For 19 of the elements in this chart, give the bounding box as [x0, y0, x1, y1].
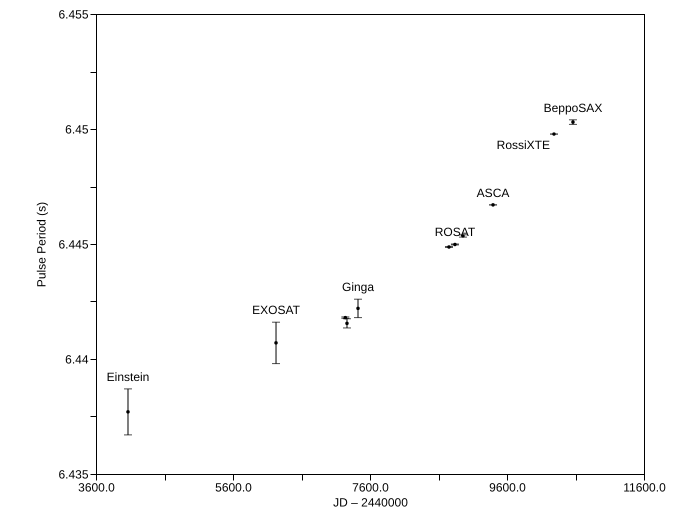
annotation: EXOSAT — [252, 303, 301, 318]
y-tick-label: 6.435 — [58, 468, 89, 482]
y-axis-title: Pulse Period (s) — [34, 202, 48, 288]
annotation: Ginga — [342, 280, 374, 294]
x-tick-label: 7600.0 — [352, 480, 390, 494]
x-tick-label: 11600.0 — [623, 480, 666, 494]
y-tick-label: 6.455 — [58, 8, 89, 22]
y-tick-label: 6.45 — [65, 122, 89, 136]
x-tick-label: 5600.0 — [215, 480, 252, 494]
y-tick-label: 6.44 — [65, 352, 89, 366]
annotation: BeppoSAX — [544, 100, 602, 115]
annotation: RossiXTE — [496, 138, 550, 152]
x-tick-label: 9600.0 — [489, 480, 526, 494]
annotation: Einstein — [106, 370, 150, 384]
x-tick-label: 3600.0 — [78, 480, 116, 494]
x-axis-title: JD – 2440000 — [333, 496, 408, 510]
annotation: ROSAT — [434, 225, 476, 239]
y-tick-label: 6.445 — [58, 238, 89, 252]
annotation: ASCA — [476, 186, 510, 200]
